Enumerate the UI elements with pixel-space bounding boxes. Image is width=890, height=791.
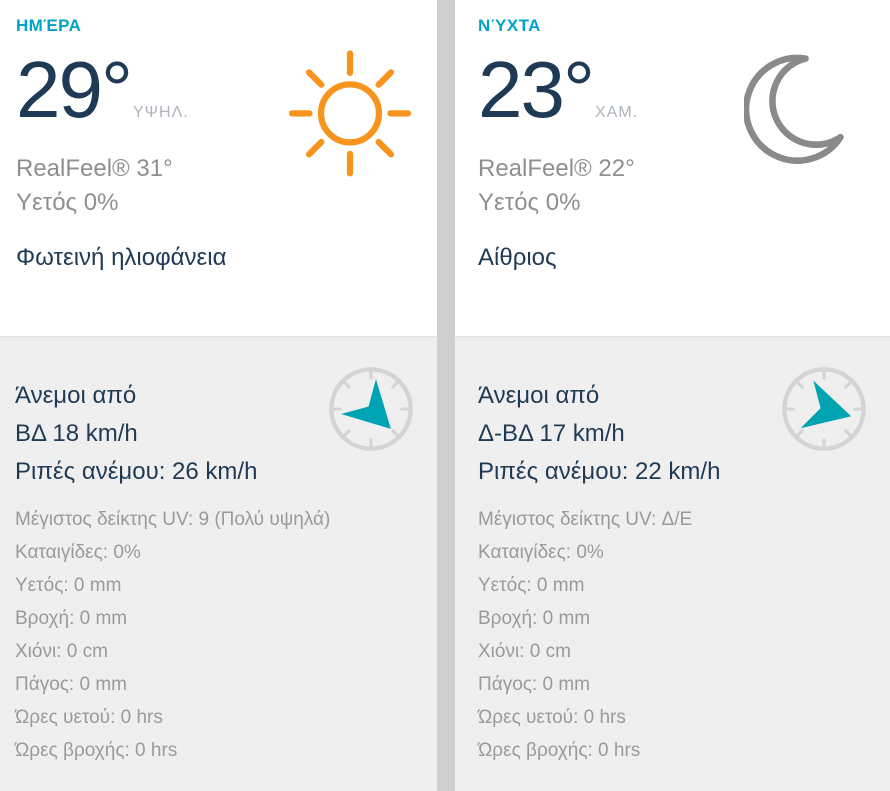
moon-icon (742, 52, 854, 175)
day-wind-gusts: Ριπές ανέμου: 26 km/h (15, 458, 258, 485)
night-detail-rain-hours: Ώρες βροχής: 0 hrs (478, 740, 641, 761)
day-realfeel-block: RealFeel® 31° Υετός 0% (16, 152, 437, 220)
day-detail-snow: Χιόνι: 0 cm (15, 641, 108, 662)
night-wind-block: Άνεμοι από Δ-ΒΔ 17 km/h Ριπές ανέμου: 22… (478, 377, 890, 491)
day-detail-precip-hours: Ώρες υετού: 0 hrs (15, 707, 163, 728)
day-detail-rain: Βροχή: 0 mm (15, 608, 128, 629)
day-precip-chance: Υετός 0% (16, 189, 119, 216)
night-detail-ice: Πάγος: 0 mm (478, 674, 590, 695)
night-realfeel-block: RealFeel® 22° Υετός 0% (478, 152, 890, 220)
day-realfeel: RealFeel® 31° (16, 155, 173, 182)
day-details-list: Μέγιστος δείκτης UV: 9 (Πολύ υψηλά) Κατα… (15, 503, 437, 767)
night-detail-uv: Μέγιστος δείκτης UV: Δ/Ε (478, 509, 693, 530)
night-wind-arrow (800, 380, 852, 429)
day-header: ΗΜΈΡΑ (16, 16, 82, 35)
night-wind-direction-speed: Δ-ΒΔ 17 km/h (478, 420, 625, 447)
night-detail-precip: Υετός: 0 mm (478, 575, 585, 596)
day-wind-compass-icon (327, 365, 415, 453)
day-temperature-row: 29° ΥΨΗΛ. (16, 50, 437, 130)
day-wind-arrow (341, 379, 391, 429)
night-details-card: Άνεμοι από Δ-ΒΔ 17 km/h Ριπές ανέμου: 22… (455, 336, 890, 791)
night-precip-chance: Υετός 0% (478, 189, 581, 216)
day-summary-card: ΗΜΈΡΑ 29° ΥΨΗΛ. RealFeel® 31° Υετός 0% Φ… (0, 0, 437, 336)
day-temp-high-label: ΥΨΗΛ. (132, 104, 189, 121)
day-detail-thunderstorms: Καταιγίδες: 0% (15, 542, 141, 563)
night-details-list: Μέγιστος δείκτης UV: Δ/Ε Καταιγίδες: 0% … (478, 503, 890, 767)
night-detail-snow: Χιόνι: 0 cm (478, 641, 571, 662)
day-wind-direction-speed: ΒΔ 18 km/h (15, 420, 138, 447)
sun-icon (287, 40, 413, 185)
night-header: ΝΎΧΤΑ (478, 16, 541, 35)
night-wind-gusts: Ριπές ανέμου: 22 km/h (478, 458, 721, 485)
night-temperature-row: 23° ΧΑΜ. (478, 50, 890, 130)
day-condition-phrase: Φωτεινή ηλιοφάνεια (16, 244, 227, 271)
day-details-card: Άνεμοι από ΒΔ 18 km/h Ριπές ανέμου: 26 k… (0, 336, 437, 791)
night-panel: ΝΎΧΤΑ 23° ΧΑΜ. RealFeel® 22° Υετός 0% Αί… (455, 0, 890, 791)
night-detail-thunderstorms: Καταιγίδες: 0% (478, 542, 604, 563)
day-wind-block: Άνεμοι από ΒΔ 18 km/h Ριπές ανέμου: 26 k… (15, 377, 437, 491)
night-realfeel: RealFeel® 22° (478, 155, 635, 182)
day-detail-rain-hours: Ώρες βροχής: 0 hrs (15, 740, 178, 761)
night-detail-rain: Βροχή: 0 mm (478, 608, 591, 629)
night-detail-precip-hours: Ώρες υετού: 0 hrs (478, 707, 626, 728)
night-summary-card: ΝΎΧΤΑ 23° ΧΑΜ. RealFeel® 22° Υετός 0% Αί… (455, 0, 890, 336)
night-condition-phrase: Αίθριος (478, 244, 557, 271)
day-detail-ice: Πάγος: 0 mm (15, 674, 127, 695)
day-panel: ΗΜΈΡΑ 29° ΥΨΗΛ. RealFeel® 31° Υετός 0% Φ… (0, 0, 437, 791)
day-detail-uv: Μέγιστος δείκτης UV: 9 (Πολύ υψηλά) (15, 509, 331, 530)
night-wind-compass-icon (780, 365, 868, 453)
day-detail-precip: Υετός: 0 mm (15, 575, 122, 596)
night-wind-from-label: Άνεμοι από (478, 382, 600, 409)
night-temp-low-label: ΧΑΜ. (594, 104, 639, 121)
night-temperature: 23° (478, 45, 595, 134)
day-wind-from-label: Άνεμοι από (15, 382, 137, 409)
day-temperature: 29° (16, 45, 133, 134)
panel-divider (437, 0, 455, 791)
